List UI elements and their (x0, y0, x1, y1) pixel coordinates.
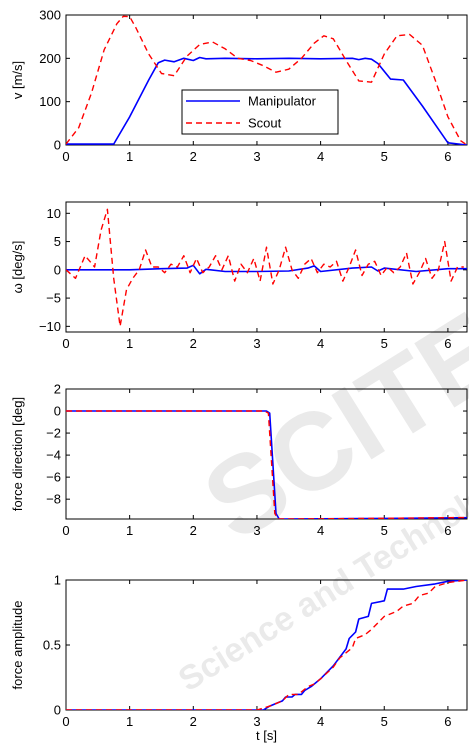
y-tick-label: 0 (54, 404, 61, 419)
legend-label-scout: Scout (248, 116, 282, 131)
x-tick-label: 1 (126, 336, 133, 351)
y-tick-label: 0.5 (43, 638, 61, 653)
x-tick-label: 1 (126, 523, 133, 538)
y-tick-label: 5 (54, 234, 61, 249)
plot-area (66, 15, 467, 145)
x-tick-label: 3 (253, 714, 260, 729)
x-tick-label: 5 (381, 714, 388, 729)
x-tick-label: 5 (381, 336, 388, 351)
panel-2: 0 1 2 3 4 5 6 −8 −6 −4 −2 0 2 force direction [deg] (10, 382, 468, 538)
y-tick-label: 10 (47, 206, 61, 221)
series-line-manipulator (66, 264, 467, 275)
axes-frame (65, 201, 468, 333)
x-tick-label: 5 (381, 523, 388, 538)
watermark: SCITEPRESS Science and Technology Public… (172, 91, 469, 699)
x-tick-label: 3 (253, 336, 260, 351)
legend: Manipulator Scout (181, 89, 339, 135)
y-axis-label: force amplitude (10, 601, 25, 690)
x-tick-label: 2 (190, 336, 197, 351)
y-tick-label: −8 (46, 492, 61, 507)
x-tick-label: 2 (190, 523, 197, 538)
legend-box (181, 89, 339, 135)
y-tick-label: 200 (39, 51, 61, 66)
y-tick-label: 300 (39, 8, 61, 23)
y-tick-label: −10 (39, 319, 61, 334)
x-axis-label: t [s] (256, 728, 277, 743)
x-tick-label: 3 (253, 523, 260, 538)
y-tick-label: 0 (54, 138, 61, 153)
x-tick-label: 0 (62, 523, 69, 538)
x-tick-label: 1 (126, 149, 133, 164)
y-axis-label: ω [deg/s] (10, 241, 25, 294)
series-line-manipulator (66, 56, 467, 145)
x-tick-label: 0 (62, 336, 69, 351)
legend-label-manipulator: Manipulator (248, 94, 317, 109)
x-tick-label: 2 (190, 714, 197, 729)
y-tick-label: −4 (46, 448, 61, 463)
axes-frame (65, 14, 468, 146)
x-tick-label: 4 (317, 149, 324, 164)
x-tick-label: 6 (444, 714, 451, 729)
y-tick-label: 0 (54, 262, 61, 277)
y-tick-label: 2 (54, 382, 61, 397)
x-tick-label: 0 (62, 714, 69, 729)
x-tick-label: 0 (62, 149, 69, 164)
watermark-main: SCITEPRESS (183, 91, 469, 565)
y-tick-label: −2 (46, 426, 61, 441)
axes-frame (65, 388, 468, 520)
panel-3: 0 1 2 3 4 5 6 0 0.5 1 force amplitude t [s] (10, 573, 468, 743)
y-tick-label: 100 (39, 94, 61, 109)
y-tick-label: 0 (54, 703, 61, 718)
x-tick-label: 6 (444, 336, 451, 351)
panel-0: 0 1 2 3 4 5 6 0 100 200 300 v [m/s] (10, 8, 468, 164)
y-axis-label: force direction [deg] (10, 397, 25, 511)
x-tick-label: 6 (444, 523, 451, 538)
x-tick-label: 2 (190, 149, 197, 164)
series-line-scout (66, 208, 464, 327)
y-tick-label: −5 (46, 291, 61, 306)
x-tick-label: 3 (253, 149, 260, 164)
x-tick-label: 4 (317, 336, 324, 351)
plot-area (66, 208, 467, 327)
x-tick-label: 4 (317, 714, 324, 729)
series-line-manipulator (66, 410, 467, 519)
y-tick-label: −6 (46, 470, 61, 485)
x-tick-label: 4 (317, 523, 324, 538)
plot-area (66, 410, 467, 519)
series-line-scout (66, 15, 467, 145)
plot-area (66, 580, 467, 710)
series-line-scout (66, 410, 467, 519)
panel-1: 0 1 2 3 4 5 6 −10 −5 0 5 10 ω [deg/s] (10, 201, 468, 351)
x-tick-label: 5 (381, 149, 388, 164)
x-tick-label: 6 (444, 149, 451, 164)
x-tick-label: 1 (126, 714, 133, 729)
y-tick-label: 1 (54, 573, 61, 588)
y-axis-label: v [m/s] (10, 61, 25, 99)
